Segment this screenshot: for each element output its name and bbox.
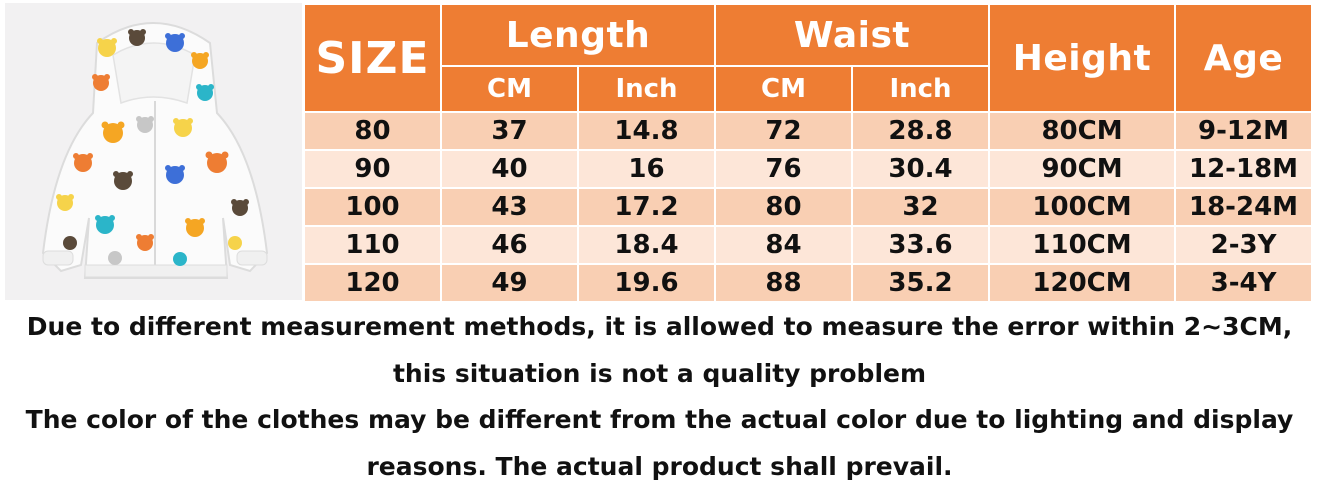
cell-length-inch: 18.4 [577, 225, 716, 265]
header-waist: Waist [713, 3, 991, 67]
cell-length-cm: 40 [440, 149, 579, 189]
cell-waist-cm: 72 [714, 111, 853, 151]
cell-waist-inch: 30.4 [850, 149, 991, 189]
product-photo [5, 3, 302, 300]
table-row: 80 37 14.8 72 28.8 80CM 9-12M [303, 111, 1314, 151]
cell-length-inch: 14.8 [577, 111, 716, 151]
note-line-4: reasons. The actual product shall prevai… [366, 451, 953, 481]
header-waist-inch: Inch [850, 65, 991, 113]
cell-waist-cm: 84 [714, 225, 853, 265]
cell-size: 100 [303, 187, 442, 227]
cell-waist-inch: 32 [850, 187, 991, 227]
cell-waist-cm: 88 [714, 263, 853, 303]
cell-waist-inch: 35.2 [850, 263, 991, 303]
jacket-illustration [41, 22, 269, 279]
cell-height: 100CM [988, 187, 1177, 227]
cell-waist-inch: 28.8 [850, 111, 991, 151]
note-line-2: this situation is not a quality problem [392, 358, 927, 388]
cell-age: 2-3Y [1174, 225, 1314, 265]
note-line-1: Due to different measurement methods, it… [26, 312, 1293, 341]
cell-waist-inch: 33.6 [850, 225, 991, 265]
cell-length-inch: 17.2 [577, 187, 716, 227]
cell-age: 18-24M [1174, 187, 1314, 227]
cell-size: 120 [303, 263, 442, 303]
size-chart-table: SIZE Length Waist Height Age CM Inch CM … [303, 3, 1314, 303]
cell-height: 90CM [988, 149, 1177, 189]
cell-age: 12-18M [1174, 149, 1314, 189]
cell-size: 110 [303, 225, 442, 265]
cell-length-inch: 16 [577, 149, 716, 189]
header-size: SIZE [303, 3, 442, 113]
header-length: Length [440, 3, 716, 67]
cell-length-inch: 19.6 [577, 263, 716, 303]
cell-age: 3-4Y [1174, 263, 1314, 303]
cell-waist-cm: 76 [714, 149, 853, 189]
table-row: 100 43 17.2 80 32 100CM 18-24M [303, 187, 1314, 227]
cell-age: 9-12M [1174, 111, 1314, 151]
cell-height: 110CM [988, 225, 1177, 265]
table-row: 110 46 18.4 84 33.6 110CM 2-3Y [303, 225, 1314, 265]
cell-size: 90 [303, 149, 442, 189]
measurement-notes: Due to different measurement methods, it… [0, 304, 1319, 490]
header-height: Height [988, 3, 1177, 113]
header-waist-cm: CM [714, 65, 853, 113]
header-length-inch: Inch [577, 65, 716, 113]
header-length-cm: CM [440, 65, 579, 113]
note-line-3: The color of the clothes may be differen… [25, 405, 1294, 434]
table-row: 90 40 16 76 30.4 90CM 12-18M [303, 149, 1314, 189]
cell-height: 120CM [988, 263, 1177, 303]
cell-length-cm: 43 [440, 187, 579, 227]
table-row: 120 49 19.6 88 35.2 120CM 3-4Y [303, 263, 1314, 303]
cell-waist-cm: 80 [714, 187, 853, 227]
header-age: Age [1174, 3, 1314, 113]
cell-height: 80CM [988, 111, 1177, 151]
cell-length-cm: 49 [440, 263, 579, 303]
cell-size: 80 [303, 111, 442, 151]
cell-length-cm: 37 [440, 111, 579, 151]
cell-length-cm: 46 [440, 225, 579, 265]
